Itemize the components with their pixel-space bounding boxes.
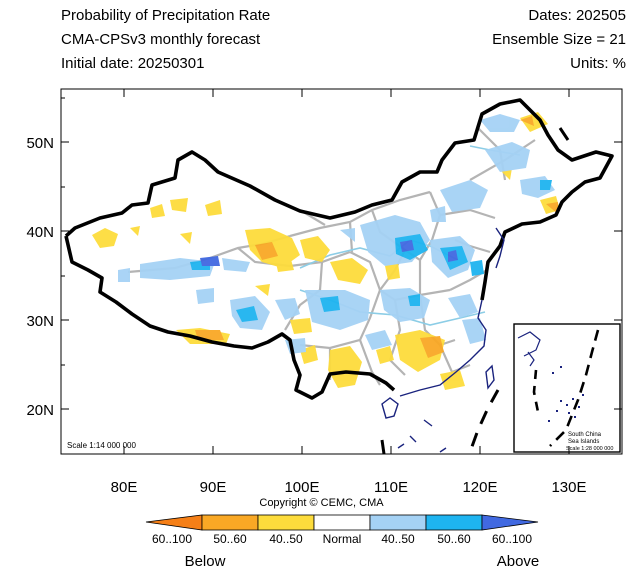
inset-label-line2: Sea Islands [568, 439, 599, 445]
axis-ticks [61, 89, 622, 454]
colorbar-cell-below-40-50 [257, 514, 315, 531]
inset-scale: Scale 1:28 000 000 [566, 446, 613, 452]
lon-label-110e: 110E [374, 479, 408, 496]
lon-label-120e: 120E [462, 479, 497, 496]
units-label: Units: % [570, 55, 626, 72]
forecast-dates: Dates: 202505 [528, 7, 626, 24]
colorbar-label-normal: Normal [322, 532, 362, 546]
colorbar-label-above-60-100: 60..100 [491, 532, 533, 546]
precip-patches [92, 112, 560, 390]
china-border-southwest [64, 235, 396, 400]
map-title: Probability of Precipitation Rate [61, 7, 271, 24]
map-subtitle: CMA-CPSv3 monthly forecast [61, 31, 261, 48]
colorbar-label-above-50-60: 50..60 [437, 532, 471, 546]
lon-label-90e: 90E [200, 479, 227, 496]
inset-label-line1: South China [568, 432, 602, 438]
ensemble-size: Ensemble Size = 21 [492, 31, 626, 48]
colorbar-label-above-40-50: 40..50 [381, 532, 415, 546]
nine-dash-line [468, 389, 500, 453]
colorbar-cell-normal [313, 514, 371, 531]
initial-date: Initial date: 20250301 [61, 55, 205, 72]
copyright: Copyright © CEMC, CMA [259, 497, 384, 509]
colorbar-label-below-60-100: 60..100 [151, 532, 193, 546]
colorbar-below-label: Below [184, 553, 226, 570]
colorbar-above-label: Above [496, 553, 540, 570]
colorbar-cell-below-60-100 [145, 514, 203, 531]
colorbar-cell-above-50-60 [425, 514, 483, 531]
colorbar-label-below-40-50: 40..50 [269, 532, 303, 546]
coastline [381, 227, 505, 453]
colorbar-cell-above-60-100 [481, 514, 539, 531]
lat-label-20n: 20N [26, 402, 54, 419]
inset-box [513, 323, 621, 453]
inset-map: South China Sea Islands Scale 1:28 000 0… [517, 329, 613, 452]
lon-label-80e: 80E [111, 479, 138, 496]
map-scale-label: Scale 1:14 000 000 [67, 441, 136, 450]
lat-label-30n: 30N [26, 313, 54, 330]
colorbar-cell-above-40-50 [369, 514, 427, 531]
colorbar-label-below-50-60: 50..60 [213, 532, 247, 546]
lat-label-50n: 50N [26, 135, 54, 152]
colorbar [145, 514, 539, 531]
china-border [64, 98, 614, 301]
lon-label-100e: 100E [284, 479, 319, 496]
lon-label-130e: 130E [551, 479, 586, 496]
colorbar-cell-below-50-60 [201, 514, 259, 531]
lat-label-40n: 40N [26, 224, 54, 241]
